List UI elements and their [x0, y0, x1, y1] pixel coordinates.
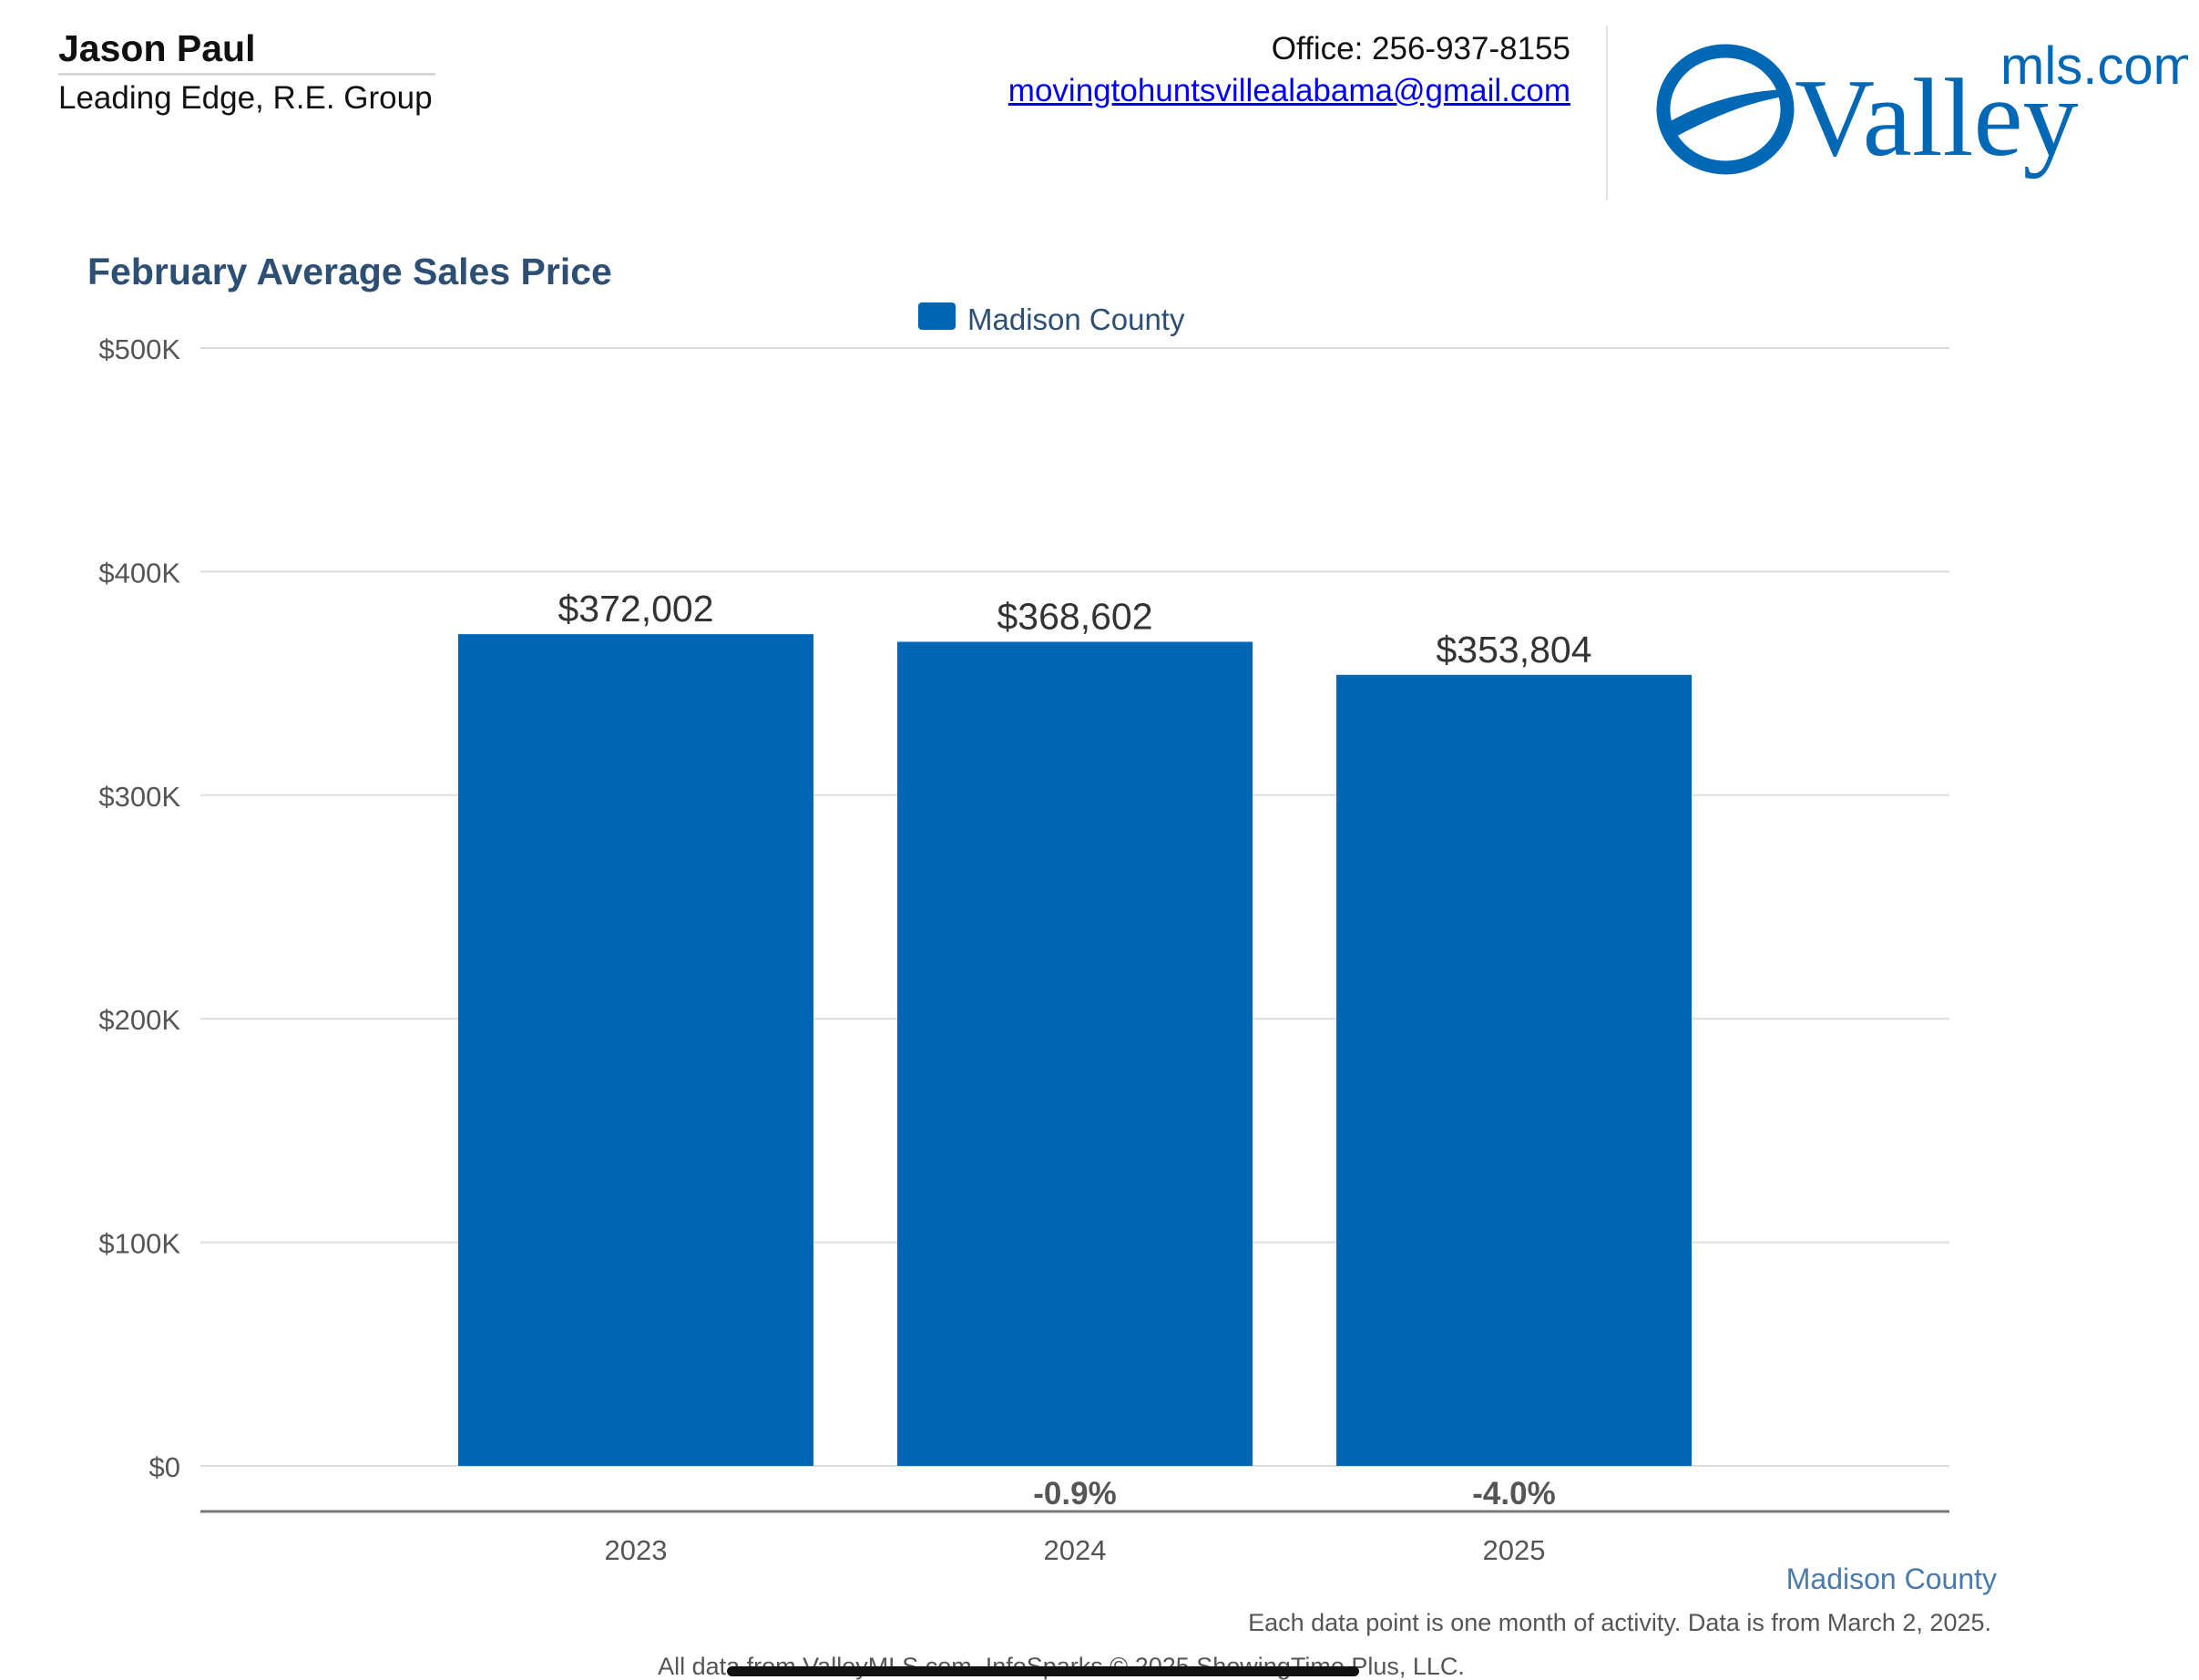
logo-mls-text: mls.com	[2000, 38, 2188, 96]
y-tick-label: $100K	[98, 1228, 180, 1260]
y-tick-label: $0	[149, 1451, 180, 1483]
x-tick-label: 2024	[1044, 1534, 1107, 1566]
bar-2024	[897, 641, 1253, 1466]
area-label: Madison County	[1786, 1562, 1997, 1595]
x-tick-label: 2025	[1483, 1534, 1546, 1566]
bar-change-label: -4.0%	[1472, 1476, 1555, 1511]
y-tick-label: $500K	[98, 333, 180, 365]
valleymls-logo[interactable]: Valley mls.com	[1656, 38, 2188, 184]
bar-value-label: $372,002	[557, 588, 713, 630]
legend-label: Madison County	[967, 302, 1185, 336]
legend-swatch	[918, 302, 956, 330]
valleymls-swoosh-icon	[1656, 44, 1795, 175]
scroll-handle[interactable]	[727, 1666, 1359, 1676]
bar-2023	[458, 634, 813, 1466]
data-note: Each data point is one month of activity…	[1248, 1609, 1991, 1636]
y-axis-ticks: $0 $100K $200K $300K $400K $500K	[98, 333, 180, 1483]
bar-change-label: -0.9%	[1033, 1476, 1116, 1511]
logo-valley-text: Valley	[1795, 56, 2079, 179]
name-underline	[58, 73, 435, 76]
office-phone: Office: 256-937-8155	[1271, 31, 1570, 67]
y-tick-label: $400K	[98, 557, 180, 589]
bars	[458, 634, 1692, 1466]
bar-2025	[1336, 674, 1692, 1466]
bar-value-label: $368,602	[997, 595, 1152, 637]
bar-labels: $372,002 $368,602 -0.9% $353,804 -4.0%	[557, 588, 1591, 1511]
email-link[interactable]: movingtohuntsvillealabama@gmail.com	[1007, 73, 1570, 108]
y-tick-label: $200K	[98, 1004, 180, 1036]
chart-legend: Madison County	[918, 302, 1185, 336]
x-axis-ticks: 2023 2024 2025	[605, 1534, 1546, 1566]
agent-company: Leading Edge, R.E. Group	[58, 80, 433, 116]
bar-value-label: $353,804	[1436, 629, 1591, 671]
agent-name: Jason Paul	[58, 27, 256, 69]
y-tick-label: $300K	[98, 781, 180, 813]
chart-title: February Average Sales Price	[87, 251, 612, 292]
x-tick-label: 2023	[605, 1534, 668, 1566]
header-divider	[1606, 26, 1608, 200]
